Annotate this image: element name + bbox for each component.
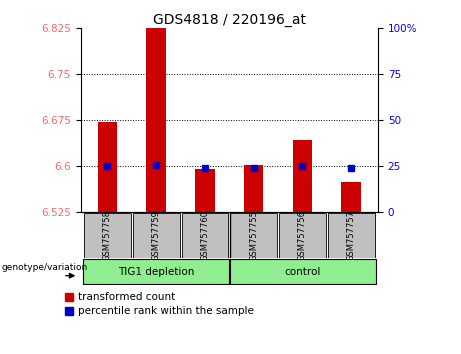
Bar bbox=[279, 213, 326, 258]
Bar bbox=[293, 140, 312, 212]
Bar bbox=[342, 182, 361, 212]
Bar bbox=[133, 213, 180, 258]
Text: GSM757755: GSM757755 bbox=[249, 210, 258, 261]
Text: control: control bbox=[285, 267, 321, 277]
Bar bbox=[83, 259, 230, 285]
Text: GSM757756: GSM757756 bbox=[298, 210, 307, 261]
Bar bbox=[328, 213, 375, 258]
Bar bbox=[98, 122, 117, 212]
Text: TIG1 depletion: TIG1 depletion bbox=[118, 267, 195, 277]
Bar bbox=[147, 7, 166, 212]
Bar bbox=[230, 213, 277, 258]
Bar bbox=[84, 213, 131, 258]
Text: GSM757757: GSM757757 bbox=[347, 210, 356, 261]
Legend: transformed count, percentile rank within the sample: transformed count, percentile rank withi… bbox=[63, 290, 256, 319]
Text: GSM757758: GSM757758 bbox=[103, 210, 112, 261]
Text: GSM757759: GSM757759 bbox=[152, 210, 161, 261]
Title: GDS4818 / 220196_at: GDS4818 / 220196_at bbox=[153, 13, 306, 27]
Bar bbox=[230, 259, 376, 285]
Bar bbox=[244, 165, 264, 212]
Bar bbox=[195, 170, 215, 212]
Text: GSM757760: GSM757760 bbox=[201, 210, 209, 261]
Bar bbox=[182, 213, 228, 258]
Text: genotype/variation: genotype/variation bbox=[1, 263, 88, 272]
